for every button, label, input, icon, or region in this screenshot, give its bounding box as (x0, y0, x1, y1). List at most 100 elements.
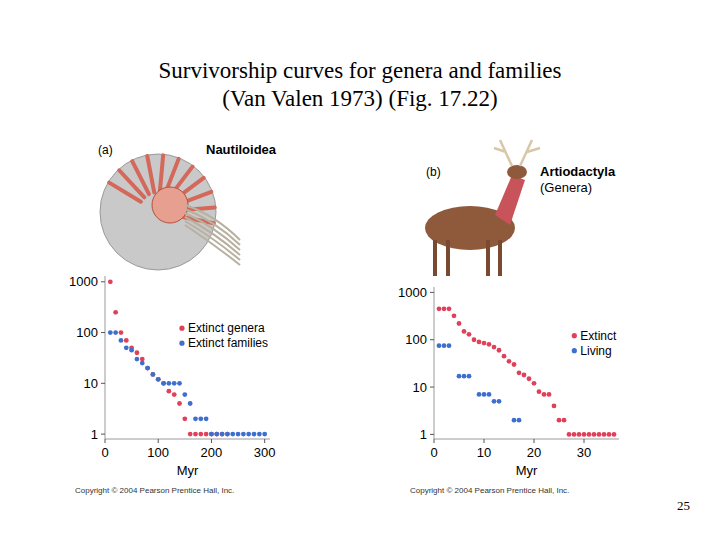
x-tick (584, 439, 585, 443)
x-tick-label: 0 (430, 445, 437, 460)
legend-swatch (179, 341, 184, 346)
deer-illustration (425, 140, 540, 276)
copyright: Copyright © 2004 Pearson Prentice Hall, … (410, 486, 569, 495)
data-point (547, 392, 552, 397)
panel-label: (a) (98, 143, 113, 157)
x-tick (158, 439, 159, 443)
y-tick-label: 1 (91, 427, 98, 442)
shell-aperture (152, 187, 188, 223)
data-point (517, 370, 522, 375)
data-point (437, 306, 442, 311)
data-point (172, 392, 177, 397)
data-point (597, 432, 602, 437)
chart-panel: (b)Artiodactyla(Genera)10001001010102030… (398, 164, 619, 495)
x-tick (434, 439, 435, 443)
shell (100, 154, 216, 270)
data-point (166, 389, 171, 394)
copyright: Copyright © 2004 Pearson Prentice Hall, … (75, 486, 234, 495)
legend: ExtinctLiving (572, 329, 617, 358)
deer-leg (486, 240, 490, 276)
x-tick-label: 20 (527, 445, 541, 460)
data-point (487, 392, 492, 397)
data-point (482, 341, 487, 346)
x-tick (211, 439, 212, 443)
data-point (577, 432, 582, 437)
page-number: 25 (677, 498, 690, 513)
legend-swatch (572, 333, 577, 338)
data-point (135, 357, 140, 362)
data-point (241, 432, 246, 437)
data-point (522, 373, 527, 378)
legend-swatch (179, 326, 184, 331)
shell-stripe (132, 161, 149, 194)
data-point (492, 345, 497, 350)
data-point (467, 332, 472, 337)
data-point (246, 432, 251, 437)
x-tick (484, 439, 485, 443)
data-point (457, 374, 462, 379)
data-point (188, 432, 193, 437)
data-point (477, 392, 482, 397)
data-point (462, 374, 467, 379)
data-point (230, 432, 235, 437)
legend-label: Extinct genera (188, 321, 265, 335)
slide-title: (Van Valen 1973) (Fig. 17.22) (222, 86, 498, 111)
shell-stripe (147, 156, 154, 192)
data-point (193, 416, 198, 421)
data-point (135, 350, 140, 355)
data-point (145, 366, 150, 371)
data-point (552, 404, 557, 409)
data-point (592, 432, 597, 437)
data-point (119, 330, 124, 335)
y-tick (430, 339, 434, 340)
y-tick (430, 387, 434, 388)
data-point (437, 343, 442, 348)
data-point (452, 313, 457, 318)
nautilus-illustration (100, 154, 240, 270)
shell-stripe (109, 183, 141, 202)
data-point (214, 432, 219, 437)
shell-stripe (160, 155, 163, 192)
data-point (177, 401, 182, 406)
data-point (140, 361, 145, 366)
data-point (502, 354, 507, 359)
data-point (151, 372, 156, 377)
background (0, 0, 720, 540)
plot-marks (437, 306, 617, 436)
y-axis-line (434, 287, 435, 439)
x-axis-line (434, 439, 619, 440)
data-point (119, 338, 124, 343)
data-point (262, 432, 267, 437)
x-tick-label: 100 (147, 445, 169, 460)
x-tick-label: 0 (101, 445, 108, 460)
data-point (512, 362, 517, 367)
data-point (166, 381, 171, 386)
data-point (209, 432, 214, 437)
data-point (156, 377, 161, 382)
x-tick (105, 439, 106, 443)
y-tick-label: 1000 (69, 274, 98, 289)
data-point (537, 389, 542, 394)
y-tick-label: 1 (420, 427, 427, 442)
data-point (145, 366, 150, 371)
data-point (204, 416, 209, 421)
data-point (512, 418, 517, 423)
data-point (492, 399, 497, 404)
data-point (193, 432, 198, 437)
legend-label: Living (580, 344, 611, 358)
tentacle (185, 217, 240, 255)
x-tick-label: 30 (577, 445, 591, 460)
data-point (507, 359, 512, 364)
data-point (527, 376, 532, 381)
data-point (151, 372, 156, 377)
y-axis-line (105, 276, 106, 439)
data-point (447, 343, 452, 348)
data-point (482, 392, 487, 397)
data-point (467, 374, 472, 379)
data-point (517, 418, 522, 423)
deer-leg (433, 240, 437, 276)
data-point (557, 418, 562, 423)
data-point (182, 416, 187, 421)
data-point (236, 432, 241, 437)
data-point (161, 381, 166, 386)
